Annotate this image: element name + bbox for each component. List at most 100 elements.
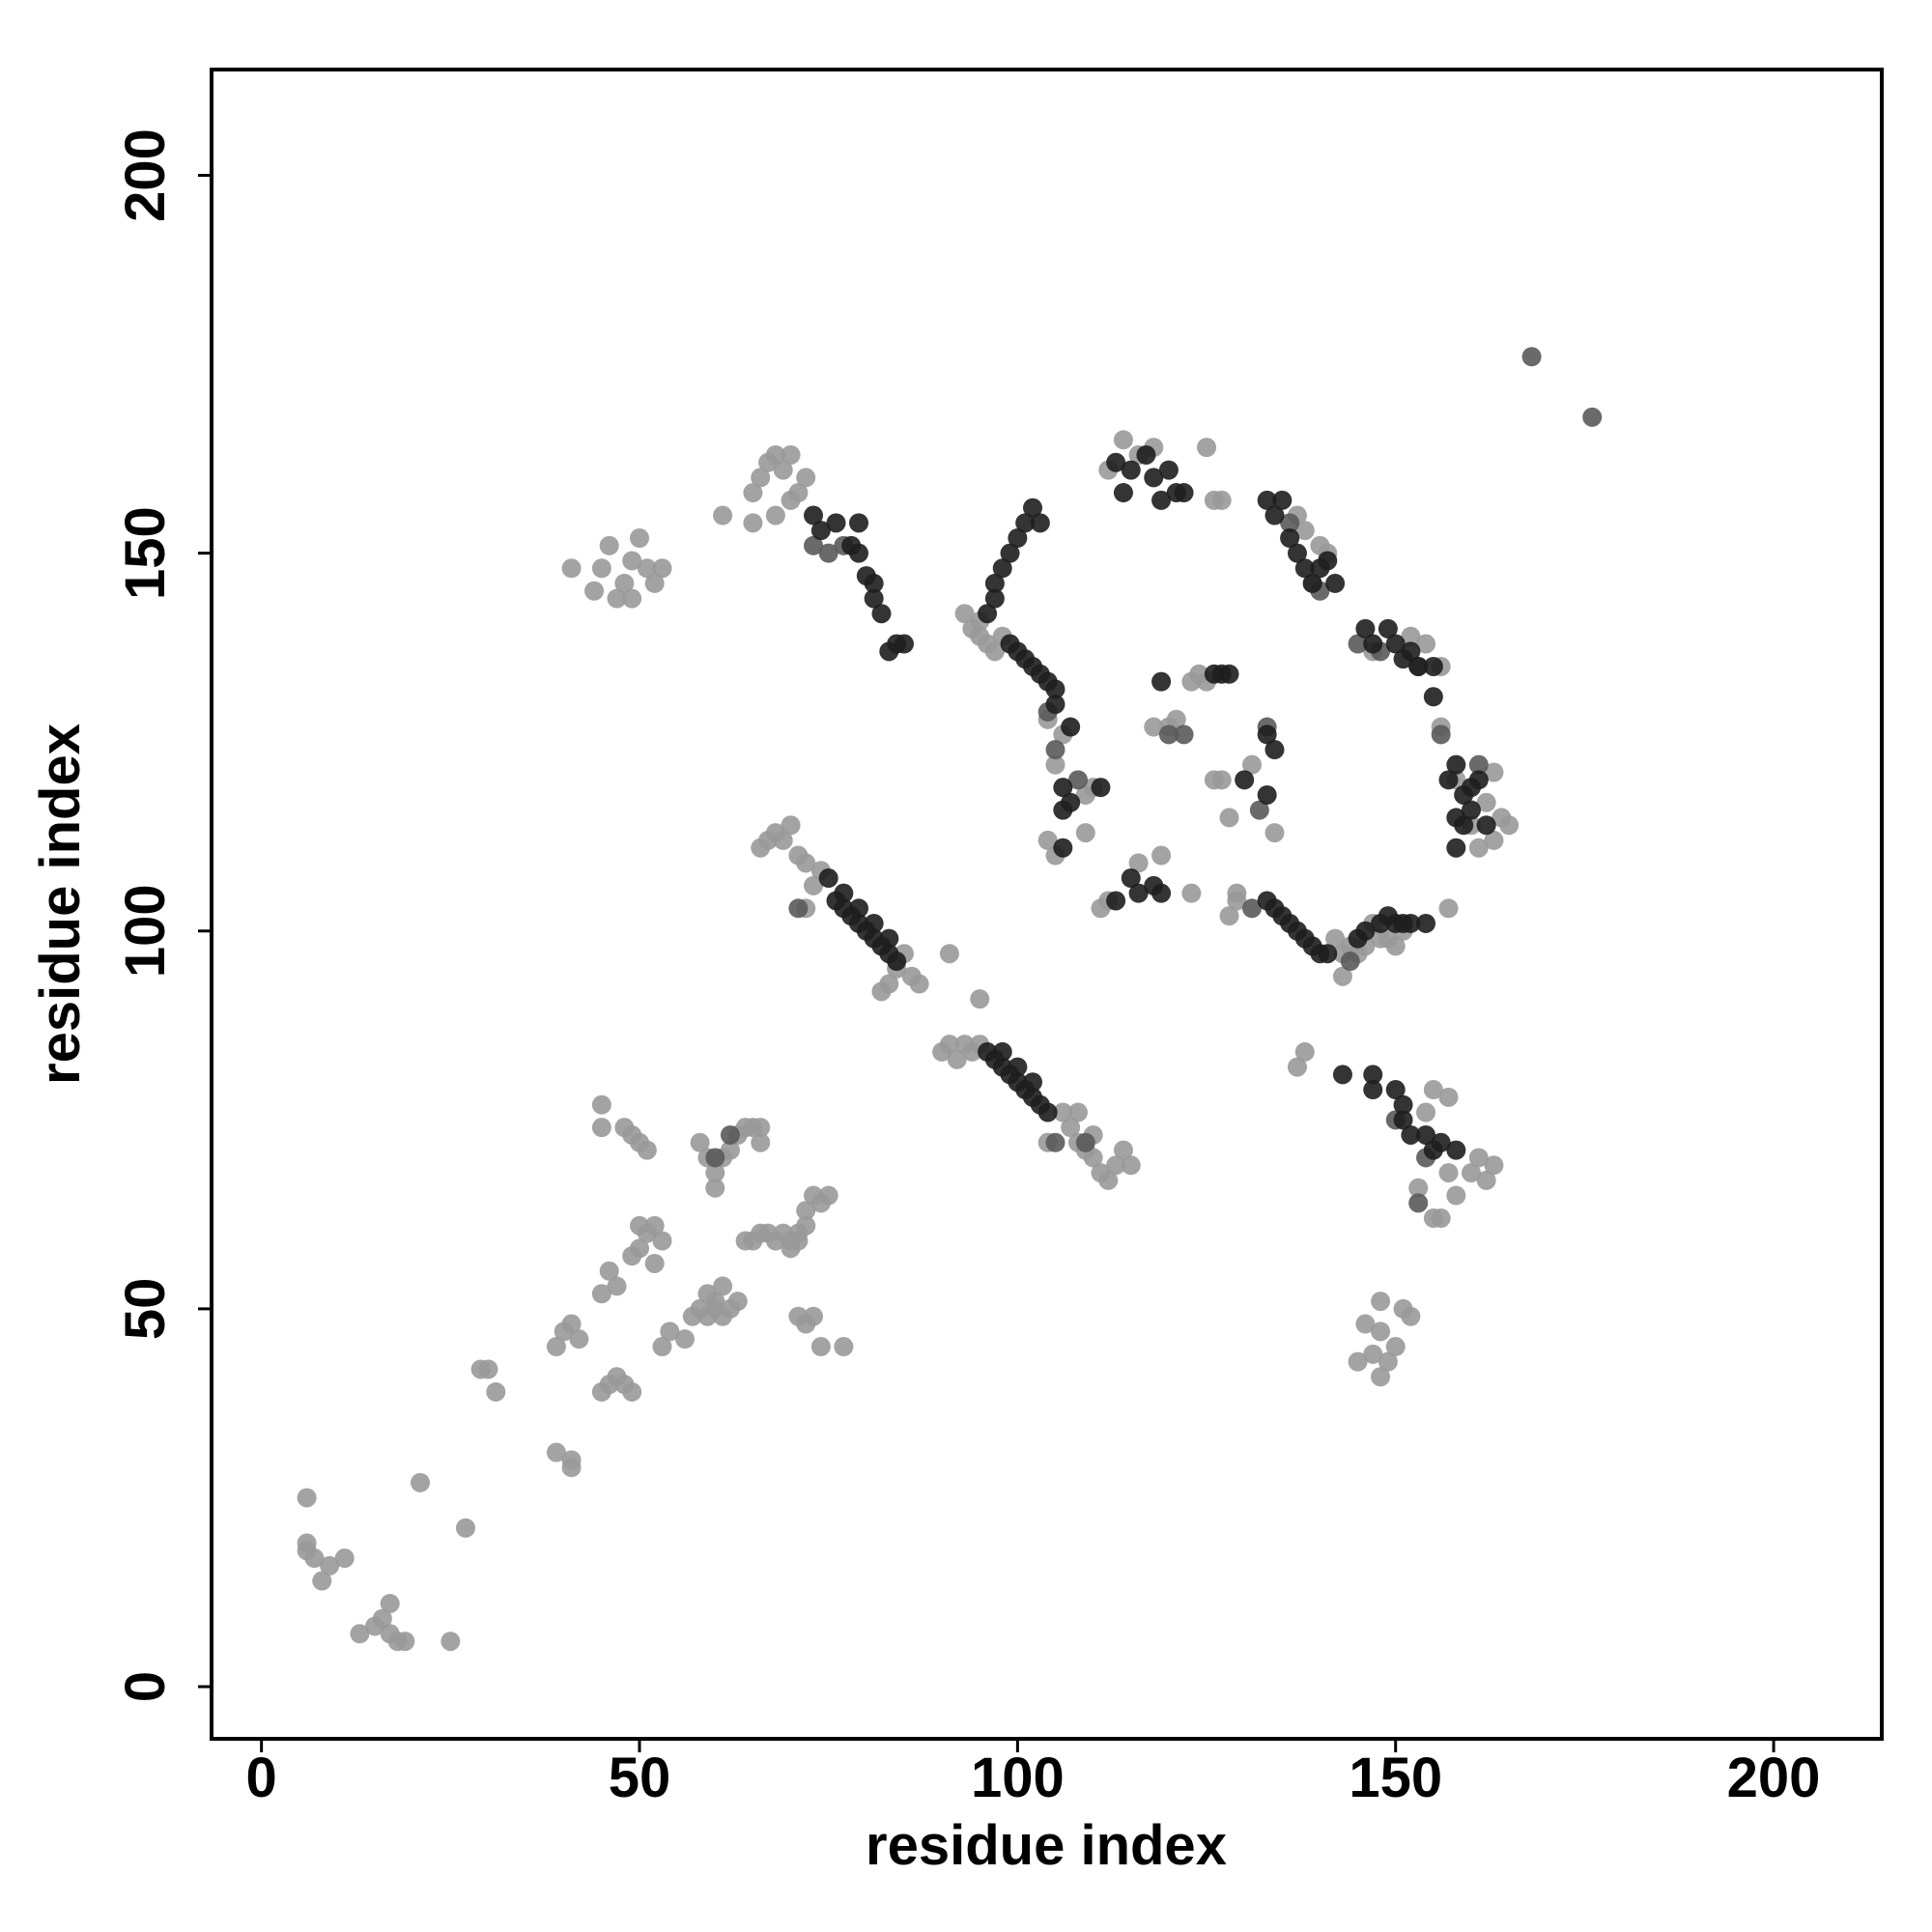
point xyxy=(984,573,1005,593)
point xyxy=(486,1381,506,1402)
x-tick-label: 0 xyxy=(246,1747,277,1809)
point xyxy=(804,1306,824,1326)
point xyxy=(1037,1102,1058,1122)
point xyxy=(1294,521,1315,541)
point xyxy=(637,1140,657,1160)
point xyxy=(1053,838,1073,858)
point xyxy=(743,483,763,503)
point xyxy=(1468,754,1489,775)
point xyxy=(954,604,975,624)
point xyxy=(440,1632,461,1652)
point xyxy=(1393,1110,1413,1130)
point xyxy=(1438,1163,1459,1183)
point xyxy=(1431,724,1451,745)
point xyxy=(1484,1155,1504,1176)
point xyxy=(1045,1132,1065,1152)
point xyxy=(970,989,990,1009)
point xyxy=(334,1548,355,1569)
x-tick-label: 100 xyxy=(971,1747,1065,1809)
point xyxy=(1023,1072,1043,1093)
point xyxy=(1340,952,1360,972)
point xyxy=(1438,770,1459,790)
point xyxy=(304,1548,325,1569)
point xyxy=(1045,679,1065,699)
point xyxy=(1416,1102,1436,1122)
point xyxy=(1355,1314,1376,1334)
point xyxy=(818,868,838,889)
point xyxy=(1015,513,1036,533)
point xyxy=(1113,483,1133,503)
point xyxy=(1325,928,1346,949)
point xyxy=(591,1094,611,1115)
point xyxy=(1348,634,1368,654)
point xyxy=(1280,513,1300,533)
point xyxy=(1121,1155,1141,1176)
point xyxy=(818,543,838,563)
point xyxy=(1211,770,1232,790)
point xyxy=(1423,687,1443,707)
point xyxy=(637,558,657,579)
point xyxy=(705,1178,725,1198)
point xyxy=(939,944,959,964)
point xyxy=(1121,868,1141,889)
point xyxy=(1053,778,1073,798)
point xyxy=(1023,497,1043,518)
point xyxy=(1128,883,1149,903)
point xyxy=(622,588,642,609)
point xyxy=(1363,634,1383,654)
point xyxy=(1521,347,1542,367)
point xyxy=(652,1231,672,1251)
point xyxy=(1468,838,1489,858)
point xyxy=(1067,770,1088,790)
point xyxy=(630,1215,650,1236)
point xyxy=(804,535,824,555)
point xyxy=(1355,921,1376,941)
point xyxy=(1371,1321,1391,1342)
point xyxy=(1318,944,1338,964)
point xyxy=(887,952,907,972)
y-tick-label: 100 xyxy=(114,884,177,978)
point xyxy=(1332,1065,1352,1085)
point xyxy=(909,974,929,994)
point xyxy=(614,573,635,593)
point xyxy=(1408,1178,1429,1198)
point xyxy=(411,1472,431,1492)
point xyxy=(1008,527,1028,548)
point xyxy=(644,573,665,593)
point xyxy=(1423,656,1443,676)
point xyxy=(1294,558,1315,579)
point xyxy=(1499,815,1520,836)
point xyxy=(1393,1094,1413,1115)
point xyxy=(644,1253,665,1273)
point xyxy=(1264,505,1285,526)
point xyxy=(705,1163,725,1183)
point xyxy=(478,1359,498,1379)
point xyxy=(1227,883,1247,903)
point xyxy=(796,468,816,488)
point xyxy=(720,1124,740,1145)
y-tick-label: 50 xyxy=(114,1278,177,1341)
point xyxy=(713,1306,733,1326)
point xyxy=(1045,754,1065,775)
point xyxy=(992,558,1012,579)
point xyxy=(992,1041,1012,1062)
x-axis-title: residue index xyxy=(866,1814,1227,1877)
point xyxy=(644,1215,665,1236)
point xyxy=(1045,740,1065,760)
point xyxy=(1363,1344,1383,1364)
point xyxy=(1106,452,1126,472)
y-axis-title: residue index xyxy=(29,724,92,1085)
point xyxy=(1355,618,1376,639)
point xyxy=(1416,913,1436,933)
point xyxy=(674,1329,695,1350)
point xyxy=(720,1140,740,1160)
point xyxy=(1249,800,1269,820)
point xyxy=(1098,1170,1119,1190)
point xyxy=(1385,1337,1406,1357)
point xyxy=(1067,1102,1088,1122)
x-tick-label: 50 xyxy=(609,1747,671,1809)
point xyxy=(1158,460,1179,480)
point xyxy=(713,505,733,526)
point xyxy=(455,1518,475,1538)
